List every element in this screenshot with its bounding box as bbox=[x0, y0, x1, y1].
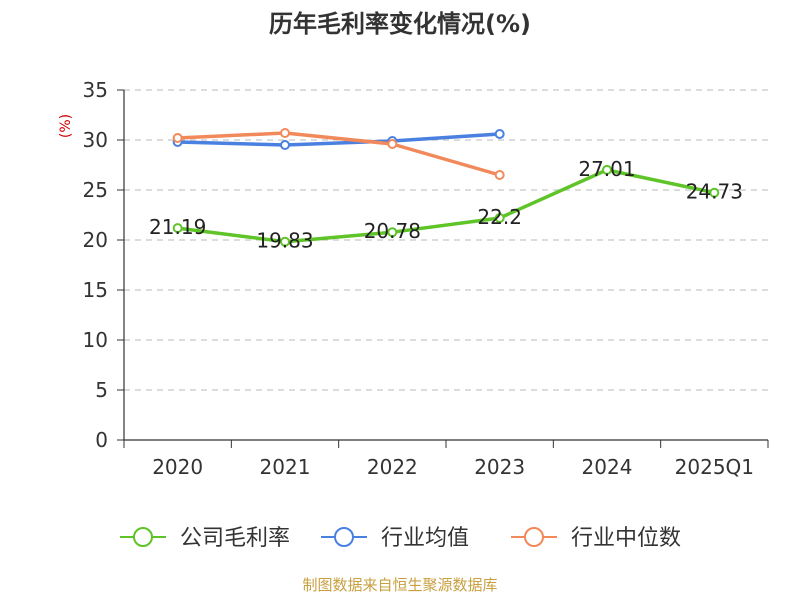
data-point bbox=[280, 140, 290, 150]
data-point bbox=[172, 133, 183, 143]
data-point bbox=[387, 139, 398, 149]
legend-label: 行业中位数 bbox=[571, 526, 681, 551]
axes: 0 5 10 15 20 25 30 35 2020 2021 2022 2023 2024 2025Q1 bbox=[83, 78, 769, 479]
y-tick-label: 5 bbox=[95, 378, 108, 402]
data-point bbox=[172, 223, 183, 234]
data-label: 20.78 bbox=[364, 219, 421, 243]
y-tick-label: 35 bbox=[83, 78, 108, 102]
data-label: 24.73 bbox=[686, 180, 743, 204]
y-tick-label: 30 bbox=[83, 128, 108, 152]
y-axis-unit: (%) bbox=[58, 114, 74, 138]
data-point bbox=[280, 128, 290, 138]
y-tick-label: 15 bbox=[83, 278, 108, 302]
chart-title: 历年毛利率变化情况(%) bbox=[269, 10, 531, 38]
legend-marker bbox=[133, 527, 153, 547]
series-line-2 bbox=[177, 131, 501, 177]
data-labels: 21.19 19.83 20.78 22.2 27.01 24.73 bbox=[149, 157, 743, 253]
series-layer bbox=[172, 128, 720, 247]
data-point bbox=[602, 164, 612, 175]
data-point bbox=[494, 170, 505, 180]
data-point bbox=[494, 129, 505, 139]
data-label: 21.19 bbox=[149, 215, 206, 239]
y-tick-label: 20 bbox=[83, 228, 108, 252]
data-point bbox=[387, 227, 398, 238]
data-point bbox=[494, 213, 505, 223]
x-tick-label: 2024 bbox=[582, 455, 633, 479]
y-tick-label: 0 bbox=[95, 428, 108, 452]
x-tick-label: 2020 bbox=[152, 455, 203, 479]
grid-lines bbox=[124, 89, 768, 391]
data-label: 22.2 bbox=[477, 205, 522, 229]
data-point bbox=[280, 236, 290, 247]
data-point bbox=[709, 187, 720, 198]
y-tick-label: 10 bbox=[83, 328, 108, 352]
legend-marker bbox=[334, 527, 354, 547]
data-label: 27.01 bbox=[578, 157, 635, 181]
legend: 公司毛利率 行业均值 行业中位数 bbox=[120, 526, 681, 551]
x-tick-label: 2022 bbox=[367, 455, 418, 479]
legend-label: 行业均值 bbox=[381, 526, 469, 551]
legend-marker bbox=[524, 527, 544, 547]
series-line-0 bbox=[177, 168, 715, 244]
series-line-1 bbox=[177, 132, 500, 147]
x-tick-label: 2025Q1 bbox=[675, 455, 754, 479]
x-tick-label: 2021 bbox=[260, 455, 311, 479]
legend-label: 公司毛利率 bbox=[180, 526, 290, 551]
data-label: 19.83 bbox=[256, 229, 313, 253]
x-tick-label: 2023 bbox=[474, 455, 525, 479]
source-note: 制图数据来自恒生聚源数据库 bbox=[302, 576, 497, 594]
y-tick-label: 25 bbox=[83, 178, 108, 202]
